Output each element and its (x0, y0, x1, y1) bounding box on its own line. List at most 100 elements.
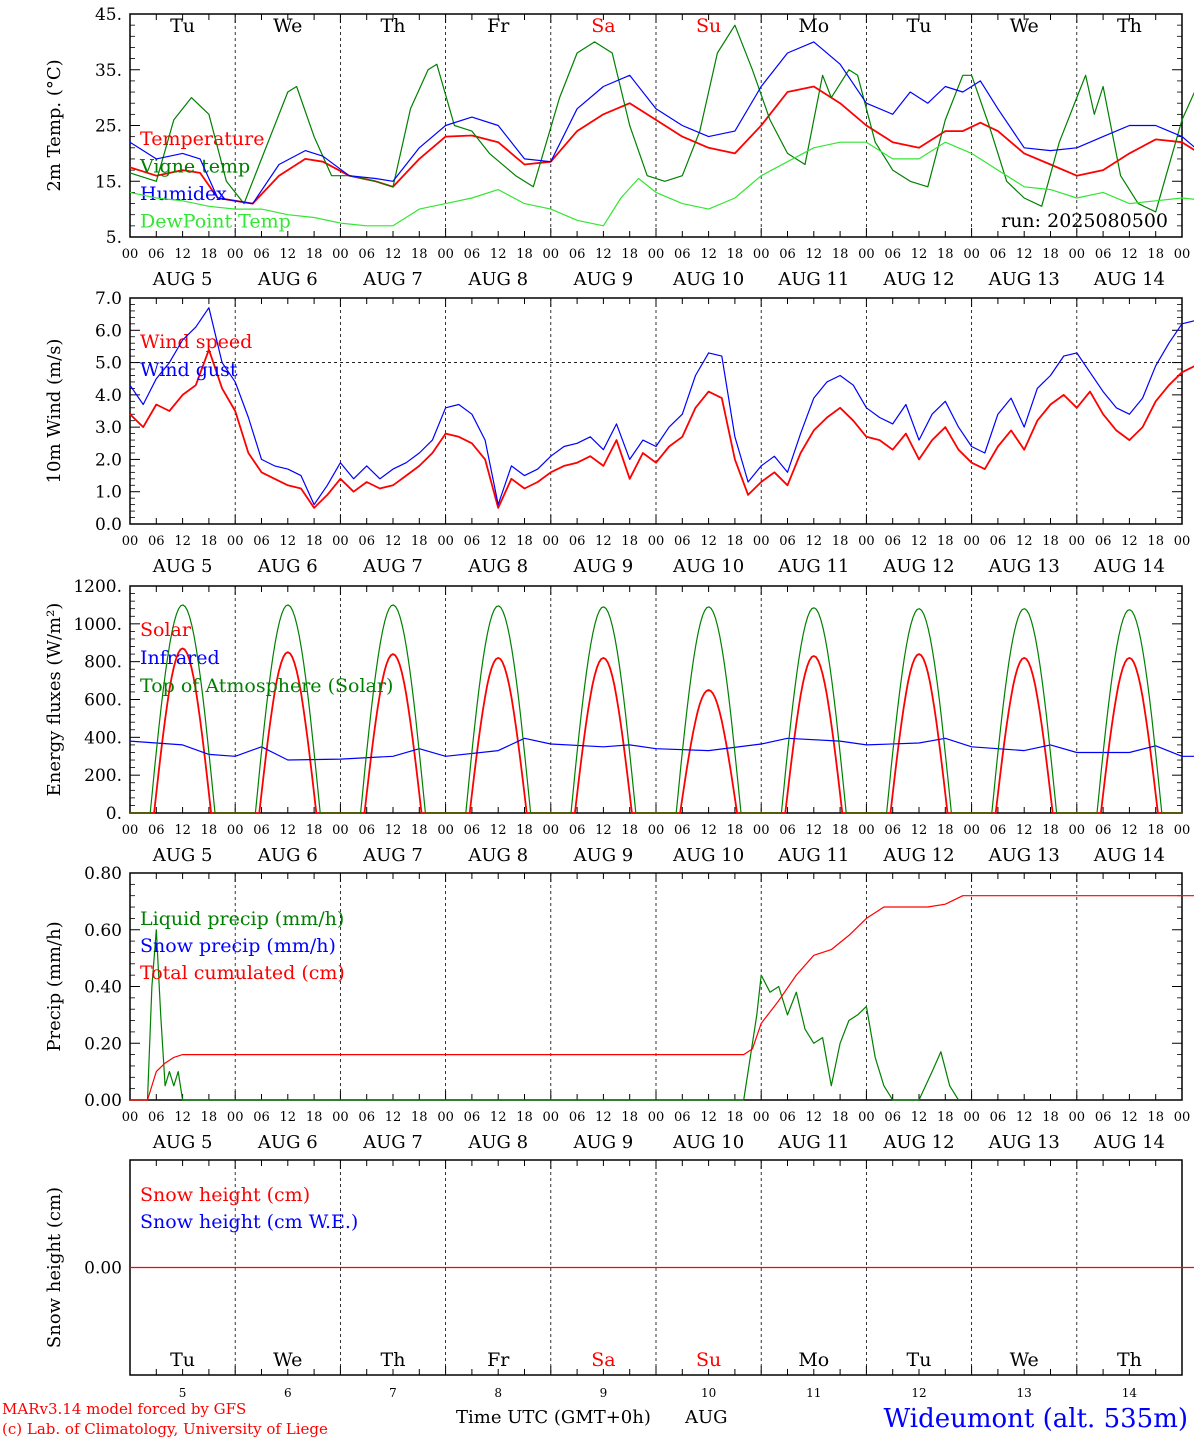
y-tick-label: 5. (106, 228, 122, 248)
date-label: AUG 10 (672, 269, 744, 290)
hour-label: 00 (1174, 534, 1191, 549)
hour-label: 18 (937, 1110, 954, 1125)
hour-label: 12 (1016, 247, 1033, 262)
date-label: AUG 9 (573, 556, 634, 577)
day-name: Fr (487, 15, 510, 37)
hour-label: 12 (911, 247, 928, 262)
date-label: AUG 5 (152, 269, 213, 290)
series-line-liquid-precip-mm-h- (130, 929, 960, 1101)
date-label: AUG 14 (1093, 845, 1165, 866)
hour-label: 12 (1121, 1110, 1138, 1125)
panel-frame-0 (129, 13, 1183, 238)
hour-label: 06 (990, 534, 1007, 549)
hour-label: 12 (1121, 247, 1138, 262)
hour-label: 18 (832, 534, 849, 549)
y-tick-label: 0.60 (84, 921, 122, 941)
hour-label: 00 (437, 1110, 454, 1125)
hour-label: 00 (648, 534, 665, 549)
y-tick-label: 1200. (73, 577, 122, 597)
series-line-wind-gust (129, 307, 1194, 506)
hour-label: 12 (174, 823, 191, 838)
hour-label: 00 (122, 534, 139, 549)
y-tick-label: 7.0 (95, 289, 122, 309)
day-name: Th (1117, 1349, 1142, 1371)
date-label: AUG 6 (257, 269, 318, 290)
hour-label: 00 (1069, 247, 1086, 262)
hour-label: 12 (174, 1110, 191, 1125)
day-number: 5 (179, 1386, 187, 1400)
date-label: AUG 7 (362, 269, 423, 290)
legend-entry: Wind gust (140, 359, 238, 381)
hour-label: 06 (569, 1110, 586, 1125)
hour-label: 18 (306, 534, 323, 549)
y-axis-title: Energy fluxes (W/m²) (44, 603, 65, 797)
y-tick-label: 0.20 (84, 1034, 122, 1054)
day-name: Sa (591, 15, 615, 37)
hour-label: 00 (543, 1110, 560, 1125)
hour-label: 12 (1121, 823, 1138, 838)
hour-label: 12 (700, 1110, 717, 1125)
hour-label: 00 (858, 1110, 875, 1125)
hour-label: 00 (648, 823, 665, 838)
run-label: run: 2025080500 (1001, 210, 1168, 232)
y-tick-label: 0.0 (95, 515, 122, 535)
hour-label: 06 (569, 534, 586, 549)
hour-label: 06 (148, 534, 165, 549)
hour-label: 18 (621, 823, 638, 838)
hour-label: 18 (201, 1110, 218, 1125)
hour-label: 06 (1095, 534, 1112, 549)
day-number: 12 (911, 1386, 926, 1400)
hour-label: 18 (937, 534, 954, 549)
hour-label: 12 (595, 534, 612, 549)
date-label: AUG 11 (777, 556, 849, 577)
date-label: AUG 9 (573, 845, 634, 866)
day-name: Sa (591, 1349, 615, 1371)
y-tick-label: 800. (84, 653, 122, 673)
series-line-dewpoint-temp (129, 141, 1194, 227)
hour-label: 00 (963, 823, 980, 838)
y-tick-label: 15. (95, 172, 122, 192)
hour-label: 06 (674, 823, 691, 838)
date-label: AUG 10 (672, 1132, 744, 1153)
date-label: AUG 6 (257, 1132, 318, 1153)
day-number: 6 (284, 1386, 292, 1400)
date-label: AUG 10 (672, 556, 744, 577)
y-tick-label: 0.40 (84, 978, 122, 998)
hour-label: 06 (358, 823, 375, 838)
hour-label: 18 (727, 534, 744, 549)
date-label: AUG 5 (152, 845, 213, 866)
hour-label: 00 (753, 823, 770, 838)
hour-label: 06 (779, 534, 796, 549)
hour-label: 06 (674, 1110, 691, 1125)
hour-label: 12 (806, 1110, 823, 1125)
y-tick-label: 0.00 (84, 1259, 122, 1279)
date-label: AUG 8 (467, 556, 528, 577)
hour-label: 06 (884, 823, 901, 838)
hour-label: 12 (595, 1110, 612, 1125)
hour-label: 00 (332, 823, 349, 838)
hour-label: 06 (779, 1110, 796, 1125)
hour-label: 18 (621, 1110, 638, 1125)
hour-label: 18 (832, 823, 849, 838)
y-tick-label: 400. (84, 728, 122, 748)
day-name: Su (696, 1349, 721, 1371)
day-name: Tu (907, 15, 932, 37)
day-name: Fr (487, 1349, 510, 1371)
hour-label: 00 (332, 534, 349, 549)
hour-label: 00 (1069, 823, 1086, 838)
day-name: Th (381, 1349, 406, 1371)
hour-label: 18 (201, 247, 218, 262)
date-label: AUG 9 (573, 269, 634, 290)
hour-label: 06 (569, 823, 586, 838)
date-label: AUG 12 (882, 1132, 954, 1153)
hour-label: 12 (700, 823, 717, 838)
hour-label: 00 (227, 534, 244, 549)
date-label: AUG 9 (573, 1132, 634, 1153)
day-name: Th (381, 15, 406, 37)
date-label: AUG 14 (1093, 556, 1165, 577)
hour-label: 06 (148, 823, 165, 838)
hour-label: 00 (963, 1110, 980, 1125)
hour-label: 06 (148, 1110, 165, 1125)
y-tick-label: 0.00 (84, 1091, 122, 1111)
